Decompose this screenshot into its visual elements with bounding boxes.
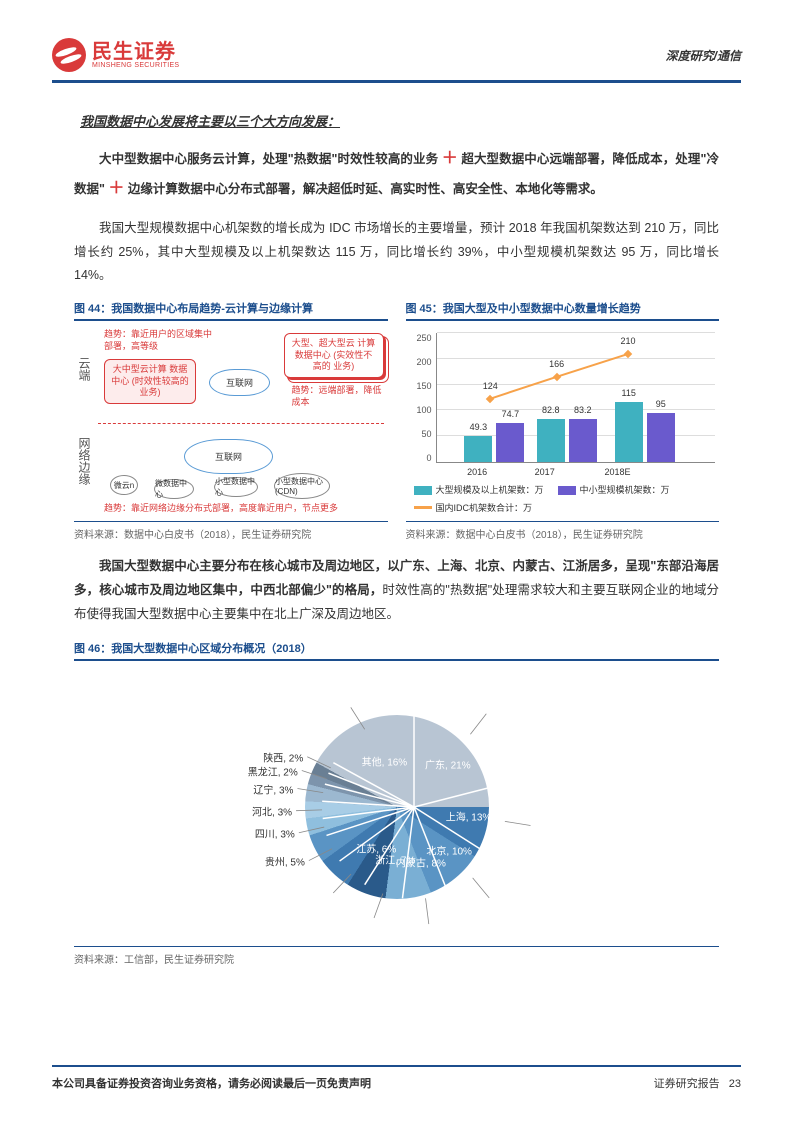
logo-cn: 民生证券 [92,42,179,62]
fig46-pie: 广东, 21%上海, 13%北京, 10%内蒙古, 8%浙江, 7%江苏, 6%… [74,667,719,947]
logo-en: MINSHENG SECURITIES [92,62,179,69]
section-title: 我国数据中心发展将主要以三个大方向发展： [80,111,713,130]
fig46-title: 图 46：我国大型数据中心区域分布概况（2018） [74,640,719,661]
plus-icon: ＋ [442,150,458,167]
paragraph-2: 我国大型规模数据中心机架数的增长成为 IDC 市场增长的主要增量，预计 2018… [74,217,719,288]
logo: 民生证券 MINSHENG SECURITIES [52,38,179,72]
header-category: 深度研究/通信 [666,47,741,64]
fig45-title: 图 45：我国大型及中小型数据中心数量增长趋势 [406,300,720,321]
fig44-source: 资料来源：数据中心白皮书（2018），民生证券研究院 [74,526,388,541]
fig44-title: 图 44：我国数据中心布局趋势-云计算与边缘计算 [74,300,388,321]
page-footer: 本公司具备证券投资咨询业务资格，请务必阅读最后一页免责声明 证券研究报告 23 [52,1065,741,1091]
figure-45: 图 45：我国大型及中小型数据中心数量增长趋势 2502001501005004… [406,300,720,541]
footer-disclaimer: 本公司具备证券投资咨询业务资格，请务必阅读最后一页免责声明 [52,1075,371,1091]
paragraph-1: 大中型数据中心服务云计算，处理"热数据"时效性较高的业务 ＋ 超大型数据中心远端… [74,144,719,205]
figure-44: 图 44：我国数据中心布局趋势-云计算与边缘计算 云端 趋势：靠近用户的区域集中… [74,300,388,541]
logo-icon [52,38,86,72]
fig44-diagram: 云端 趋势：靠近用户的区域集中部署，高等级 大中型云计算 数据中心 (时效性较高… [74,327,388,517]
paragraph-3: 我国大型数据中心主要分布在核心城市及周边地区，以广东、上海、北京、内蒙古、江浙居… [74,555,719,626]
plus-icon: ＋ [108,180,124,197]
page-header: 民生证券 MINSHENG SECURITIES 深度研究/通信 [52,38,741,83]
fig45-source: 资料来源：数据中心白皮书（2018），民生证券研究院 [406,526,720,541]
fig45-chart: 25020015010050049.374.782.883.2115952016… [406,327,720,517]
fig46-source: 资料来源：工信部，民生证券研究院 [74,951,719,966]
footer-right: 证券研究报告 23 [654,1075,741,1091]
figure-46: 图 46：我国大型数据中心区域分布概况（2018） 广东, 21%上海, 13%… [74,640,719,966]
